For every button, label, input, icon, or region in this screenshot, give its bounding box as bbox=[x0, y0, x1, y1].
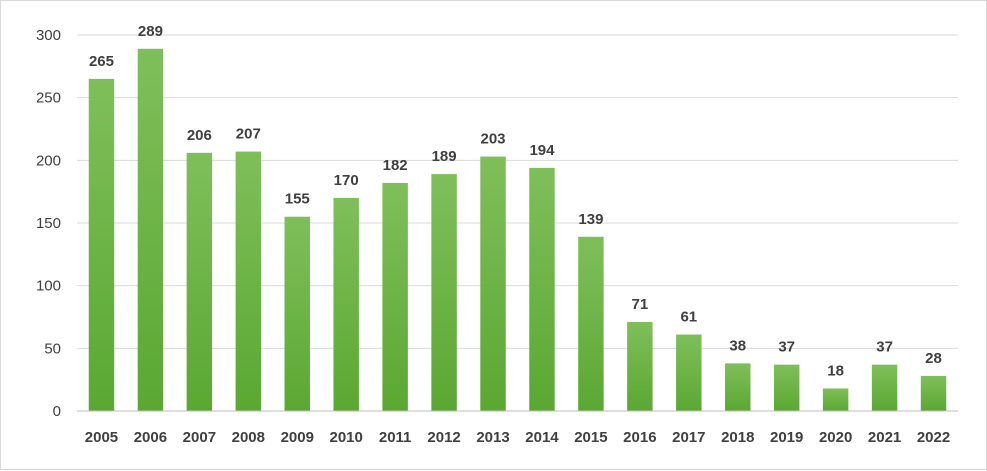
bar-2017 bbox=[676, 334, 702, 411]
bar-2007 bbox=[186, 152, 213, 411]
x-tick-label-2008: 2008 bbox=[232, 429, 265, 446]
bar-2012 bbox=[431, 174, 457, 411]
data-labels: 265 289 206 207 155 170 182 189 203 194 139 71 61 38 3… bbox=[89, 23, 942, 380]
x-tick-label-2010: 2010 bbox=[330, 429, 363, 446]
data-label-2014: 194 bbox=[529, 142, 555, 159]
data-label-2022: 28 bbox=[925, 350, 942, 367]
bar-2013 bbox=[480, 156, 506, 411]
data-label-2008: 207 bbox=[236, 126, 261, 143]
bar-2008 bbox=[235, 151, 262, 411]
y-tick-label: 300 bbox=[36, 27, 61, 44]
y-tick-label: 50 bbox=[44, 340, 61, 357]
data-label-2011: 182 bbox=[383, 157, 408, 174]
bar-2015 bbox=[578, 236, 604, 411]
bar-2006 bbox=[137, 48, 164, 411]
x-tick-label-2022: 2022 bbox=[917, 429, 950, 446]
data-label-2016: 71 bbox=[632, 296, 649, 313]
x-axis-ticks: 2005 2006 2007 2008 2009 2010 2011 2012 2013 2014… bbox=[85, 429, 950, 446]
y-tick-label: 150 bbox=[36, 215, 61, 232]
bar-2022 bbox=[920, 375, 947, 411]
data-label-2010: 170 bbox=[334, 172, 359, 189]
x-tick-label-2018: 2018 bbox=[721, 429, 754, 446]
bar-2005 bbox=[88, 78, 115, 411]
x-tick-label-2009: 2009 bbox=[281, 429, 314, 446]
data-label-2020: 18 bbox=[827, 362, 844, 379]
x-tick-label-2015: 2015 bbox=[574, 429, 607, 446]
y-tick-label: 200 bbox=[36, 152, 61, 169]
x-tick-label-2016: 2016 bbox=[623, 429, 656, 446]
x-tick-label-2019: 2019 bbox=[770, 429, 803, 446]
y-tick-label: 100 bbox=[36, 278, 61, 295]
data-label-2007: 206 bbox=[187, 127, 212, 144]
bar-2019 bbox=[773, 364, 800, 411]
x-tick-label-2013: 2013 bbox=[476, 429, 509, 446]
x-tick-label-2011: 2011 bbox=[379, 429, 412, 446]
bar-2020 bbox=[822, 388, 849, 411]
bar-2021 bbox=[871, 364, 898, 411]
x-tick-label-2017: 2017 bbox=[672, 429, 705, 446]
bar-2010 bbox=[333, 197, 359, 411]
data-label-2013: 203 bbox=[481, 131, 506, 148]
data-label-2005: 265 bbox=[89, 53, 114, 70]
data-label-2006: 289 bbox=[138, 23, 163, 40]
data-label-2019: 37 bbox=[778, 339, 795, 356]
y-tick-label: 250 bbox=[36, 90, 61, 107]
x-tick-label-2005: 2005 bbox=[85, 429, 118, 446]
x-tick-label-2020: 2020 bbox=[819, 429, 852, 446]
data-label-2021: 37 bbox=[876, 339, 893, 356]
x-tick-label-2014: 2014 bbox=[525, 429, 559, 446]
x-tick-label-2021: 2021 bbox=[868, 429, 901, 446]
bar-2018 bbox=[725, 363, 751, 411]
bar-2016 bbox=[627, 322, 653, 411]
x-tick-label-2007: 2007 bbox=[183, 429, 216, 446]
bar-2009 bbox=[284, 216, 310, 411]
x-tick-label-2006: 2006 bbox=[134, 429, 167, 446]
y-tick-label: 0 bbox=[53, 403, 61, 420]
gridlines bbox=[77, 34, 958, 349]
x-tick-label-2012: 2012 bbox=[427, 429, 460, 446]
data-label-2009: 155 bbox=[285, 191, 310, 208]
data-label-2015: 139 bbox=[578, 211, 603, 228]
y-axis-ticks: 0 50 100 150 200 250 300 bbox=[36, 27, 61, 420]
bars bbox=[88, 48, 947, 411]
data-label-2018: 38 bbox=[729, 337, 746, 354]
bar-2014 bbox=[529, 167, 555, 411]
data-label-2017: 61 bbox=[680, 309, 697, 326]
data-label-2012: 189 bbox=[432, 148, 457, 165]
bar-2011 bbox=[382, 182, 408, 411]
